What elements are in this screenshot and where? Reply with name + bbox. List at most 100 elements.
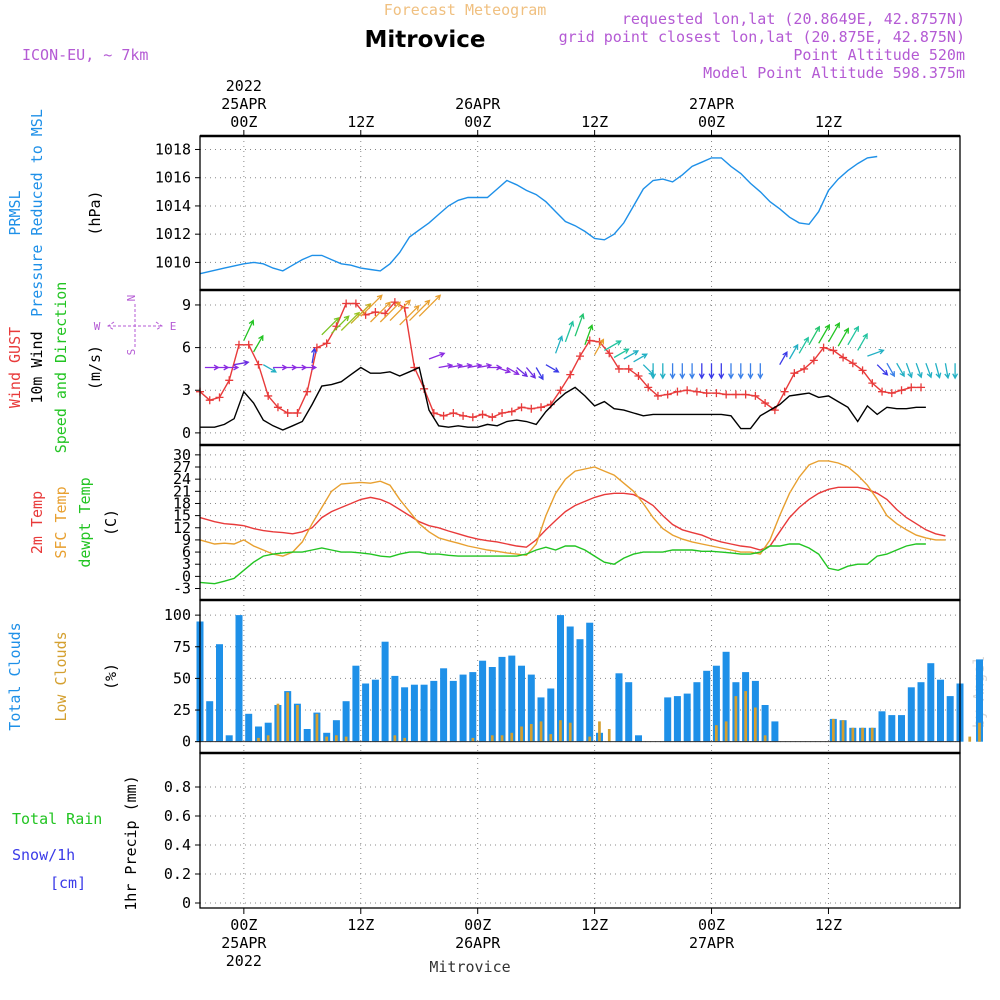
low-cloud-bar: [715, 725, 718, 742]
low-cloud-bar: [500, 735, 504, 742]
low-cloud-bar: [870, 727, 874, 742]
wind-arrow: [669, 363, 676, 380]
snow-legend-label: Snow/1h: [12, 846, 75, 864]
wind-arrow: [233, 359, 250, 366]
gust-marker: [322, 339, 331, 348]
gust-marker: [858, 366, 867, 375]
total-cloud-bar: [332, 720, 340, 742]
y-tick-label: 21: [173, 482, 191, 500]
y-axis-label: SFC Temp: [52, 486, 70, 558]
wind-arrow: [689, 363, 695, 380]
year-label-top: 2022: [226, 77, 262, 95]
total-cloud-bar: [255, 726, 262, 742]
low-cloud-bar: [832, 718, 835, 742]
y-tick-label: 1016: [155, 169, 191, 187]
total-cloud-bar: [673, 696, 681, 742]
total-cloud-bar: [537, 697, 545, 742]
date-label-top: 27APR: [689, 95, 735, 113]
requested-coords: requested lon,lat (20.8649E, 42.8757N): [622, 10, 965, 28]
total-cloud-bar: [937, 679, 944, 742]
gust-marker: [254, 360, 263, 369]
wind-arrow: [224, 364, 240, 371]
total-cloud-bar: [410, 684, 418, 742]
wind-arrow: [554, 335, 564, 354]
time-tick-bottom: 00Z: [464, 916, 491, 934]
gust-marker: [780, 387, 789, 396]
total-cloud-bar: [216, 644, 223, 742]
wind-arrow: [613, 348, 630, 359]
wind-arrow: [798, 336, 809, 354]
gust-marker: [342, 299, 351, 308]
wind-arrow: [633, 353, 648, 363]
low-cloud-bar: [315, 713, 319, 742]
gust-marker: [507, 407, 516, 416]
y-tick-label: 6: [182, 339, 191, 357]
total-cloud-bar: [907, 687, 915, 742]
wind-arrow: [837, 327, 849, 347]
wind-arrow: [584, 324, 594, 346]
low-cloud-bar: [559, 720, 562, 742]
compass-south: S: [125, 349, 138, 356]
total-cloud-bar: [440, 668, 448, 742]
point-altitude: Point Altitude 520m: [793, 46, 965, 64]
time-tick-top: 12Z: [347, 113, 374, 131]
y-tick-label: 9: [182, 531, 191, 549]
low-cloud-bar: [744, 691, 747, 742]
total-cloud-bar: [264, 722, 272, 742]
low-cloud-bar: [490, 735, 494, 742]
y-tick-label: 1010: [155, 253, 191, 271]
gust-marker: [887, 389, 896, 398]
total-cloud-bar: [206, 701, 214, 742]
total-cloud-bar: [420, 684, 428, 742]
wind-arrow: [428, 352, 446, 360]
total-cloud-bar: [498, 656, 506, 742]
y-axis-label: Speed and Direction: [52, 282, 70, 454]
low-cloud-bar: [276, 703, 280, 742]
compass-west: W: [94, 320, 101, 333]
wind-arrow: [379, 301, 401, 323]
total-cloud-bar: [547, 688, 555, 742]
y-tick-label: 0.8: [164, 778, 191, 796]
wind-arrow: [876, 364, 889, 376]
total-cloud-bar: [245, 713, 253, 742]
gust-marker: [264, 391, 273, 400]
wind-arrow: [818, 323, 830, 344]
rain-legend-label: Total Rain: [12, 810, 102, 828]
y-tick-label: 24: [173, 470, 191, 488]
wind-arrow: [708, 363, 715, 380]
low-cloud-bar: [296, 705, 299, 742]
low-cloud-bar: [851, 727, 855, 742]
y-axis-label: Low Clouds: [52, 631, 70, 721]
total-cloud-bar: [917, 682, 925, 742]
location-title: Mitrovice: [364, 27, 485, 53]
gust-marker: [381, 309, 390, 318]
y-tick-label: 1018: [155, 140, 191, 158]
total-cloud-bar: [488, 667, 496, 742]
compass-rose: [107, 304, 163, 348]
wind-arrow: [535, 367, 544, 381]
gust-marker: [917, 383, 926, 392]
total-cloud-bar: [479, 660, 487, 742]
total-cloud-bar: [518, 665, 525, 742]
series-10m-wind: [200, 366, 926, 431]
wind-arrow: [847, 325, 859, 346]
date-label-top: 25APR: [221, 95, 267, 113]
wind-arrow: [698, 363, 705, 380]
compass-north: N: [125, 295, 138, 302]
total-cloud-bar: [878, 711, 886, 742]
wind-arrow: [506, 366, 520, 375]
time-tick-top: 00Z: [230, 113, 257, 131]
y-axis-label: Wind GUST: [6, 327, 24, 408]
gust-marker: [663, 390, 672, 399]
y-tick-label: 30: [173, 446, 191, 464]
wind-arrow: [564, 320, 575, 343]
y-tick-label: 0.4: [164, 836, 191, 854]
total-cloud-bar: [225, 735, 233, 742]
y-tick-label: 1012: [155, 225, 191, 243]
time-tick-bottom: 00Z: [230, 916, 257, 934]
gust-marker: [312, 343, 321, 352]
wind-arrow: [886, 362, 895, 378]
y-tick-label: 12: [173, 519, 191, 537]
low-cloud-bar: [598, 721, 601, 742]
